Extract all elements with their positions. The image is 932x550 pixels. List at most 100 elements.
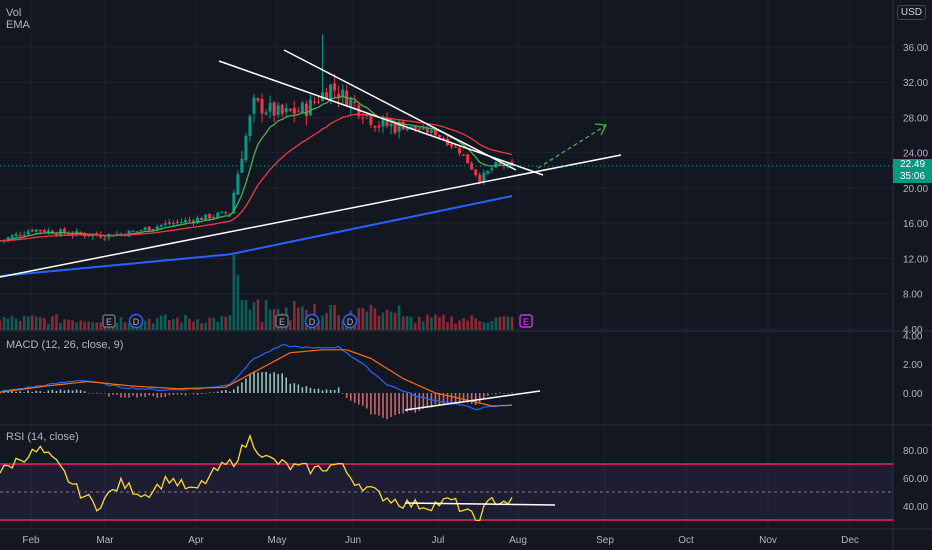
dividend-marker — [128, 313, 144, 329]
macd-histogram-bar — [402, 393, 404, 414]
earnings-marker — [275, 314, 289, 328]
volume-bar — [413, 323, 417, 330]
candle-body — [224, 212, 228, 214]
volume-bar — [357, 308, 361, 330]
currency-badge[interactable]: USD — [896, 5, 926, 20]
macd-histogram-bar — [378, 393, 380, 416]
volume-bar — [119, 317, 123, 330]
candle-body — [187, 220, 191, 222]
macd-histogram-bar — [104, 393, 106, 394]
volume-bar — [361, 308, 365, 330]
candle-body — [329, 84, 333, 102]
volume-bar — [200, 323, 203, 330]
rsi-tick-label: 40.00 — [903, 502, 928, 513]
candle-body — [159, 224, 163, 227]
volume-bar — [272, 309, 276, 330]
volume-bar — [369, 305, 373, 330]
candle-body — [389, 123, 393, 127]
trendline — [218, 60, 544, 176]
candle-body — [304, 103, 308, 117]
candle-body — [454, 146, 458, 148]
macd-histogram-bar — [140, 393, 142, 397]
macd-histogram-bar — [75, 389, 78, 393]
projection-arrow[interactable] — [537, 123, 608, 169]
volume-bar — [438, 317, 441, 330]
ema-short-line — [0, 95, 513, 242]
volume-bar — [47, 323, 50, 330]
macd-histogram-bar — [204, 392, 207, 394]
volume-bar — [430, 317, 433, 330]
trendlines[interactable] — [0, 49, 622, 506]
macd-histogram-bar — [406, 393, 408, 412]
macd-histogram-bar — [353, 393, 356, 403]
candle-body — [10, 235, 14, 239]
candle-body — [26, 231, 30, 235]
macd-histogram-bar — [176, 393, 179, 395]
candle-body — [397, 121, 401, 132]
volume-bar — [95, 322, 99, 330]
candle-body — [272, 102, 276, 116]
volume-bar — [0, 320, 2, 330]
volume-bar — [204, 322, 207, 330]
candle-body — [482, 172, 486, 183]
macd-histogram-bar — [23, 392, 25, 393]
projection-arrowhead — [594, 123, 608, 136]
macd-histogram-bar — [474, 393, 477, 405]
volume-bar — [99, 322, 103, 330]
macd-tick-label: 4.00 — [903, 331, 923, 342]
volume-bar — [292, 301, 296, 330]
macd-histogram-bar — [345, 393, 348, 399]
candle-body — [470, 163, 474, 170]
volume-bar — [240, 300, 244, 330]
volume-bar — [26, 316, 30, 330]
volume-bar — [256, 299, 260, 330]
volume-bar — [91, 322, 95, 330]
candle-body — [421, 127, 425, 130]
volume-bar — [301, 306, 304, 330]
rsi-line — [0, 433, 513, 522]
volume-bar — [123, 322, 127, 330]
macd-histogram-bar — [160, 393, 163, 398]
macd-histogram-bar — [495, 393, 497, 395]
volume-bar — [248, 309, 252, 330]
macd-histogram-bar — [79, 390, 82, 393]
macd-histogram-bar — [269, 373, 271, 393]
candle-body — [417, 128, 421, 131]
candle-body — [337, 93, 341, 99]
price-axis-ticks: 36.00 32.00 28.00 24.00 20.00 16.00 12.00 8.00 4… — [903, 43, 928, 513]
volume-bar — [83, 321, 86, 330]
candle-body — [284, 108, 288, 113]
macd-histogram-bar — [39, 391, 42, 393]
candle-body — [466, 154, 470, 164]
last-price-value: 22.49 — [899, 159, 926, 170]
candle-body — [131, 231, 135, 233]
macd-histogram-bar — [27, 390, 30, 393]
volume-bar — [321, 315, 324, 330]
macd-histogram-bar — [329, 389, 332, 393]
earnings-marker-label: E — [106, 317, 112, 327]
macd-histogram-bar — [293, 383, 296, 393]
candle-body — [147, 226, 151, 231]
candle-body — [308, 99, 312, 116]
last-price-tag: 22.49 35:06 — [893, 159, 932, 183]
candle-body — [119, 233, 123, 235]
candle-body — [353, 101, 357, 104]
volume-bar — [405, 316, 409, 330]
candle-body — [341, 89, 345, 97]
macd-histogram-bar — [233, 389, 235, 393]
volume-bar — [180, 322, 183, 330]
macd-histogram-bar — [426, 393, 429, 408]
earnings-marker-label: E — [523, 317, 529, 327]
macd-histogram-bar — [63, 390, 66, 393]
macd-histogram-bar — [200, 393, 203, 395]
candle-body — [216, 212, 220, 218]
volume-bar — [268, 309, 272, 330]
trendline — [0, 154, 622, 278]
time-tick-label: Sep — [596, 535, 614, 546]
macd-histogram-bar — [301, 387, 304, 393]
volume-bar — [87, 321, 90, 330]
candle-body — [42, 230, 46, 233]
candle-body — [18, 235, 22, 237]
